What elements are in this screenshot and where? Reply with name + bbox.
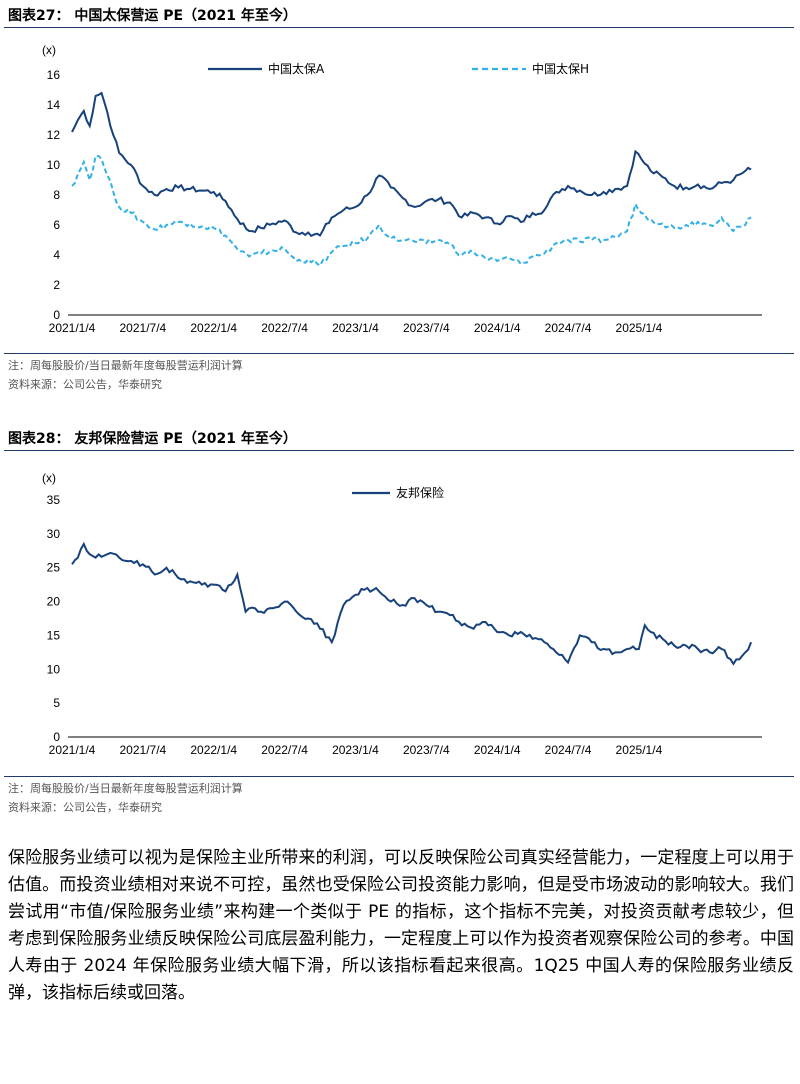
x-tick-label: 2023/7/4 (403, 321, 450, 335)
x-tick-label: 2021/7/4 (120, 321, 167, 335)
x-tick-label: 2024/7/4 (545, 743, 592, 757)
figure-27-bottom-rule (4, 353, 794, 354)
x-axis-ticks: 2021/1/4 2021/7/4 2022/1/4 2022/7/4 2023/1/4… (49, 743, 663, 757)
y-tick-label: 35 (47, 493, 61, 507)
y-tick-label: 14 (47, 98, 61, 112)
x-tick-label: 2022/1/4 (190, 743, 237, 757)
y-tick-label: 2 (53, 278, 60, 292)
y-tick-label: 25 (47, 561, 61, 575)
y-axis-ticks: 0 5 10 15 20 25 30 35 (47, 493, 61, 744)
x-tick-label: 2022/7/4 (261, 743, 308, 757)
figure-28-bottom-rule (4, 776, 794, 777)
y-tick-label: 12 (47, 128, 61, 142)
figure-28-source: 资料来源：公司公告，华泰研究 (8, 801, 162, 814)
chart-aia-pe: (x) 0 5 10 15 20 25 30 35 2021/1/4 2021/7/4 2022/… (42, 471, 762, 757)
y-tick-label: 4 (53, 248, 60, 262)
x-tick-label: 2024/7/4 (545, 321, 592, 335)
x-tick-label: 2022/7/4 (261, 321, 308, 335)
y-tick-label: 5 (53, 696, 60, 710)
y-unit-label: (x) (42, 471, 56, 485)
figure-27-title: 图表27： 中国太保营运 PE（2021 年至今） (8, 8, 297, 24)
x-tick-label: 2022/1/4 (190, 321, 237, 335)
y-tick-label: 6 (53, 218, 60, 232)
x-tick-label: 2025/1/4 (616, 321, 663, 335)
x-tick-label: 2023/1/4 (332, 321, 379, 335)
y-axis-ticks: 0 2 4 6 8 10 12 14 16 (47, 68, 61, 322)
series-line-cpic-a (71, 91, 752, 238)
series-line-aia (71, 541, 753, 666)
y-tick-label: 0 (53, 730, 60, 744)
x-tick-label: 2023/7/4 (403, 743, 450, 757)
figure-27-source: 资料来源：公司公告，华泰研究 (8, 378, 162, 391)
y-tick-label: 16 (47, 68, 61, 82)
figure-27-top-rule (4, 27, 794, 28)
y-tick-label: 20 (47, 595, 61, 609)
x-tick-label: 2021/1/4 (49, 321, 96, 335)
x-tick-label: 2023/1/4 (332, 743, 379, 757)
legend-label-a: 中国太保A (268, 61, 325, 76)
y-tick-label: 10 (47, 662, 61, 676)
x-tick-label: 2021/1/4 (49, 743, 96, 757)
legend-label-h: 中国太保H (532, 61, 589, 76)
y-tick-label: 10 (47, 158, 61, 172)
x-tick-label: 2024/1/4 (474, 321, 521, 335)
series-line-cpic-h (71, 154, 752, 267)
x-axis-ticks: 2021/1/4 2021/7/4 2022/1/4 2022/7/4 2023/1/4… (49, 321, 663, 335)
y-tick-label: 0 (53, 308, 60, 322)
y-unit-label: (x) (42, 43, 56, 57)
figure-27-note: 注：周每股股价/当日最新年度每股营运利润计算 (8, 359, 243, 372)
figure-28-top-rule (4, 450, 794, 451)
x-tick-label: 2024/1/4 (474, 743, 521, 757)
x-tick-label: 2021/7/4 (120, 743, 167, 757)
y-tick-label: 8 (53, 188, 60, 202)
y-tick-label: 30 (47, 527, 61, 541)
x-tick-label: 2025/1/4 (616, 743, 663, 757)
body-paragraph: 保险服务业绩可以视为是保险主业所带来的利润，可以反映保险公司真实经营能力，一定程… (8, 848, 794, 1003)
legend-label: 友邦保险 (396, 485, 444, 500)
chart-cpic-pe: (x) 0 2 4 6 8 10 12 14 16 2021/1/4 2021/7/4 2022/1… (42, 43, 762, 335)
figure-28-note: 注：周每股股价/当日最新年度每股营运利润计算 (8, 782, 243, 795)
figure-28-title: 图表28： 友邦保险营运 PE（2021 年至今） (8, 431, 297, 447)
y-tick-label: 15 (47, 628, 61, 642)
